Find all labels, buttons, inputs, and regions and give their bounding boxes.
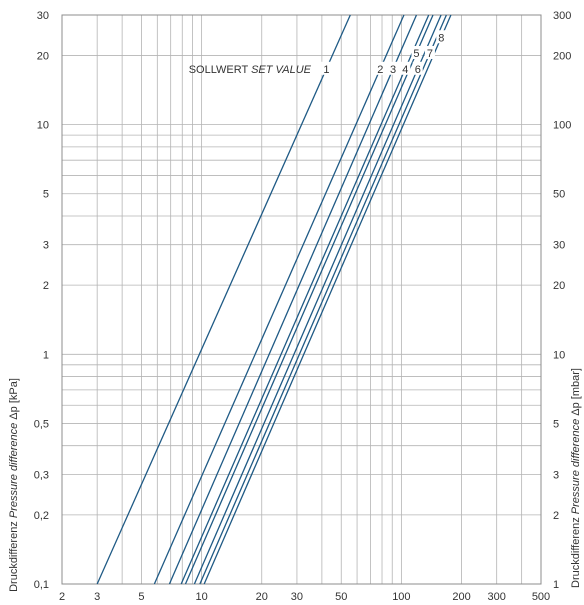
y2-tick-label: 100 [553,120,571,132]
grid [61,14,542,585]
y-tick-label: 0,5 [34,418,49,430]
set-value-annotation: SOLLWERT SET VALUE [189,64,312,76]
y2-tick-label: 1 [553,579,559,591]
curve-label-bg [436,30,447,44]
x-tick-label: 30 [291,591,303,603]
y-tick-label: 1 [43,349,49,361]
curve-label-8: 8 [438,32,444,44]
y2-tick-label: 200 [553,50,571,62]
curve-label-bg [388,61,399,75]
curve-1 [96,14,351,585]
curve-labels: 1 2 3 45 678 [321,30,447,76]
curve-6 [193,14,442,585]
curve-label-bg [412,61,423,75]
curve-label-1: 1 [323,64,329,76]
y-tick-label: 30 [37,10,49,22]
y2-tick-label: 30 [553,240,565,252]
x-tick-label: 100 [392,591,410,603]
x-tick-label: 200 [452,591,470,603]
tick-labels: 2 3 5 10 20 30 50 100 200 300 5000,10,20,30,512351… [34,10,572,603]
y2-tick-label: 5 [553,418,559,430]
y2-axis-label: Druckdifferenz Pressure difference Δp [m… [570,368,582,588]
y-tick-label: 3 [43,240,49,252]
curves [96,14,452,585]
x-tick-label: 500 [532,591,550,603]
y-tick-label: 0,2 [34,510,49,522]
x-tick-label: 300 [488,591,506,603]
curve-label-bg [424,45,435,59]
curve-label-bg [400,61,411,75]
curve-8 [203,14,452,585]
curve-label-2: 2 [377,64,383,76]
curve-label-4: 4 [402,64,408,76]
y2-tick-label: 50 [553,189,565,201]
x-tick-label: 10 [195,591,207,603]
y2-tick-label: 10 [553,349,565,361]
y-tick-label: 20 [37,50,49,62]
y2-tick-label: 2 [553,510,559,522]
curve-label-6: 6 [415,64,421,76]
y-tick-label: 0,1 [34,579,49,591]
curve-label-7: 7 [427,48,433,60]
curve-label-3: 3 [390,64,396,76]
y-tick-label: 0,3 [34,469,49,481]
x-tick-label: 50 [335,591,347,603]
y2-tick-label: 300 [553,10,571,22]
y-tick-label: 2 [43,280,49,292]
curve-7 [199,14,447,585]
curve-5 [184,14,434,585]
x-tick-label: 2 [59,591,65,603]
x-tick-label: 3 [94,591,100,603]
y2-tick-label: 20 [553,280,565,292]
plot-frame [61,14,542,585]
curve-4 [180,14,430,585]
x-tick-label: 5 [138,591,144,603]
y2-tick-label: 3 [553,469,559,481]
y-tick-label: 10 [37,120,49,132]
curve-label-bg [321,61,332,75]
curve-label-bg [411,45,422,59]
y-axis-label: Druckdifferenz Pressure difference Δp [k… [8,378,20,592]
curve-3 [168,14,418,585]
y-tick-label: 5 [43,189,49,201]
curve-label-5: 5 [413,48,419,60]
curve-2 [153,14,405,585]
curve-label-bg [375,61,386,75]
x-tick-label: 20 [256,591,268,603]
